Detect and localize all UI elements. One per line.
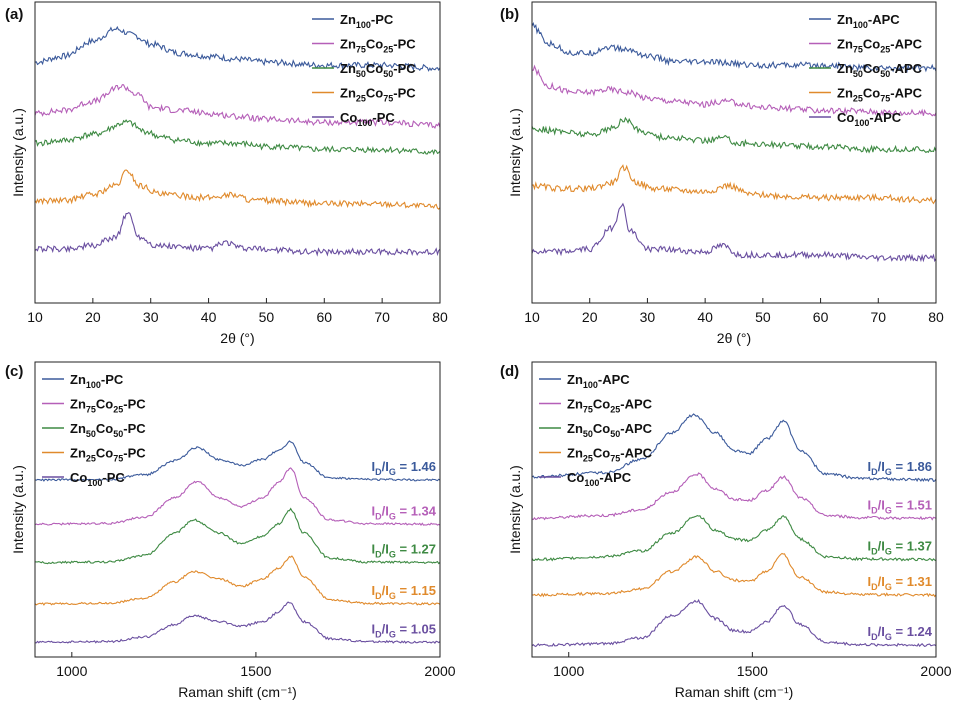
x-tick-label: 10 — [524, 309, 540, 325]
x-tick-label: 2000 — [920, 663, 951, 679]
series-line-Zn100 — [531, 413, 937, 483]
series-line-Zn50Co50 — [531, 514, 937, 562]
legend-label: Co100-APC — [567, 470, 632, 488]
legend: Zn100-APC Zn75Co25-APC Zn50Co50-APC Zn25Co7… — [809, 12, 923, 128]
legend-label: Co100-APC — [837, 110, 902, 128]
x-tick-label: 40 — [697, 309, 713, 325]
legend: Zn100-PC Zn75Co25-PC Zn50Co50-PC Zn25Co75-P… — [312, 12, 416, 128]
legend-label: Zn50Co50-APC — [837, 61, 923, 79]
x-tick-label: 20 — [85, 309, 101, 325]
x-tick-label: 2000 — [424, 663, 455, 679]
series-line-Zn75Co25 — [34, 467, 441, 527]
chart-panel-b: 10 20 30 40 50 60 70 80 2θ (°) Intensity (a.u.) (b… — [500, 1, 944, 346]
series-line-Zn75Co25 — [531, 64, 937, 117]
y-axis-label: Intensity (a.u.) — [507, 465, 523, 554]
legend-label: Zn100-PC — [70, 372, 124, 390]
series-line-Zn25Co75 — [531, 552, 937, 598]
plot-frame — [34, 361, 441, 658]
x-tick-label: 1000 — [553, 663, 584, 679]
series-line-Co100 — [531, 598, 937, 648]
legend: Zn100-APC Zn75Co25-APC Zn50Co50-APC Zn25Co7… — [539, 372, 653, 488]
x-axis-label: 2θ (°) — [717, 330, 751, 346]
y-axis-label: Intensity (a.u.) — [10, 108, 26, 197]
legend-label: Zn25Co75-PC — [70, 446, 146, 464]
series-line-Zn25Co75 — [34, 169, 441, 210]
series-line-Zn100 — [34, 25, 441, 72]
series-line-Zn25Co75 — [34, 555, 441, 606]
y-axis-label: Intensity (a.u.) — [10, 465, 26, 554]
x-tick-label: 60 — [813, 309, 829, 325]
ratio-label: ID/IG = 1.05 — [372, 621, 437, 639]
x-tick-label: 30 — [143, 309, 159, 325]
legend-label: Co100-PC — [70, 470, 125, 488]
chart-panel-a: 10 20 30 40 50 60 70 80 2θ (°) Intensity (a.u.) (a… — [5, 1, 448, 346]
series-line-Zn100 — [34, 440, 441, 482]
chart-panel-c: 1000 1500 2000 Raman shift (cm⁻¹) Intensity … — [5, 361, 456, 700]
y-axis-label: Intensity (a.u.) — [507, 108, 523, 197]
panel-label: (b) — [500, 6, 519, 23]
legend-label: Zn75Co25-PC — [340, 37, 416, 55]
series-line-Zn50Co50 — [531, 116, 937, 154]
series-line-Zn50Co50 — [34, 507, 441, 565]
series-line-Co100 — [35, 601, 441, 644]
series-line-Zn75Co25 — [531, 472, 937, 521]
ratio-label: ID/IG = 1.86 — [868, 459, 933, 477]
x-tick-label: 1500 — [240, 663, 271, 679]
panel-label: (c) — [5, 363, 23, 380]
series-line-Co100 — [34, 212, 441, 257]
ratio-label: ID/IG = 1.24 — [868, 624, 933, 642]
legend-label: Zn25Co75-PC — [340, 86, 416, 104]
x-tick-label: 60 — [316, 309, 332, 325]
x-tick-label: 70 — [870, 309, 886, 325]
x-axis-label: 2θ (°) — [220, 330, 254, 346]
ratio-label: ID/IG = 1.34 — [372, 503, 437, 521]
x-tick-label: 40 — [201, 309, 217, 325]
x-axis-label: Raman shift (cm⁻¹) — [675, 684, 794, 700]
panel-label: (a) — [5, 6, 23, 23]
series-line-Zn25Co75 — [531, 164, 937, 205]
legend-label: Zn75Co25-APC — [567, 397, 653, 415]
series-line-Co100 — [531, 202, 937, 263]
x-tick-label: 10 — [27, 309, 43, 325]
legend-label: Zn50Co50-PC — [340, 61, 416, 79]
legend-label: Zn50Co50-APC — [567, 421, 653, 439]
x-tick-label: 30 — [640, 309, 656, 325]
legend-label: Co100-PC — [340, 110, 395, 128]
ratio-label: ID/IG = 1.31 — [868, 574, 933, 592]
ratio-label: ID/IG = 1.46 — [372, 459, 437, 477]
legend-label: Zn75Co25-PC — [70, 397, 146, 415]
x-tick-label: 20 — [582, 309, 598, 325]
panel-label: (d) — [500, 363, 519, 380]
legend-label: Zn75Co25-APC — [837, 37, 923, 55]
chart-panel-d: 1000 1500 2000 Raman shift (cm⁻¹) Intensity … — [500, 361, 952, 700]
legend-label: Zn100-PC — [340, 12, 394, 30]
legend-label: Zn50Co50-PC — [70, 421, 146, 439]
legend-label: Zn100-APC — [837, 12, 900, 30]
legend-label: Zn25Co75-APC — [837, 86, 923, 104]
legend-label: Zn100-APC — [567, 372, 630, 390]
plot-frame — [531, 361, 937, 658]
x-tick-label: 1000 — [56, 663, 87, 679]
plot-frame — [34, 1, 441, 304]
x-tick-label: 1500 — [737, 663, 768, 679]
x-tick-label: 80 — [432, 309, 448, 325]
x-tick-label: 70 — [374, 309, 390, 325]
legend-label: Zn25Co75-APC — [567, 446, 653, 464]
series-line-Zn75Co25 — [34, 84, 441, 129]
x-tick-label: 80 — [928, 309, 944, 325]
plot-frame — [531, 1, 937, 304]
ratio-label: ID/IG = 1.15 — [372, 583, 437, 601]
ratio-label: ID/IG = 1.51 — [868, 497, 933, 515]
x-tick-label: 50 — [755, 309, 771, 325]
ratio-label: ID/IG = 1.37 — [868, 539, 933, 557]
x-axis-label: Raman shift (cm⁻¹) — [178, 684, 297, 700]
ratio-label: ID/IG = 1.27 — [372, 542, 437, 560]
series-line-Zn100 — [531, 21, 937, 74]
x-tick-label: 50 — [259, 309, 275, 325]
series-line-Zn50Co50 — [34, 119, 441, 156]
legend: Zn100-PC Zn75Co25-PC Zn50Co50-PC Zn25Co75-P… — [42, 372, 146, 488]
